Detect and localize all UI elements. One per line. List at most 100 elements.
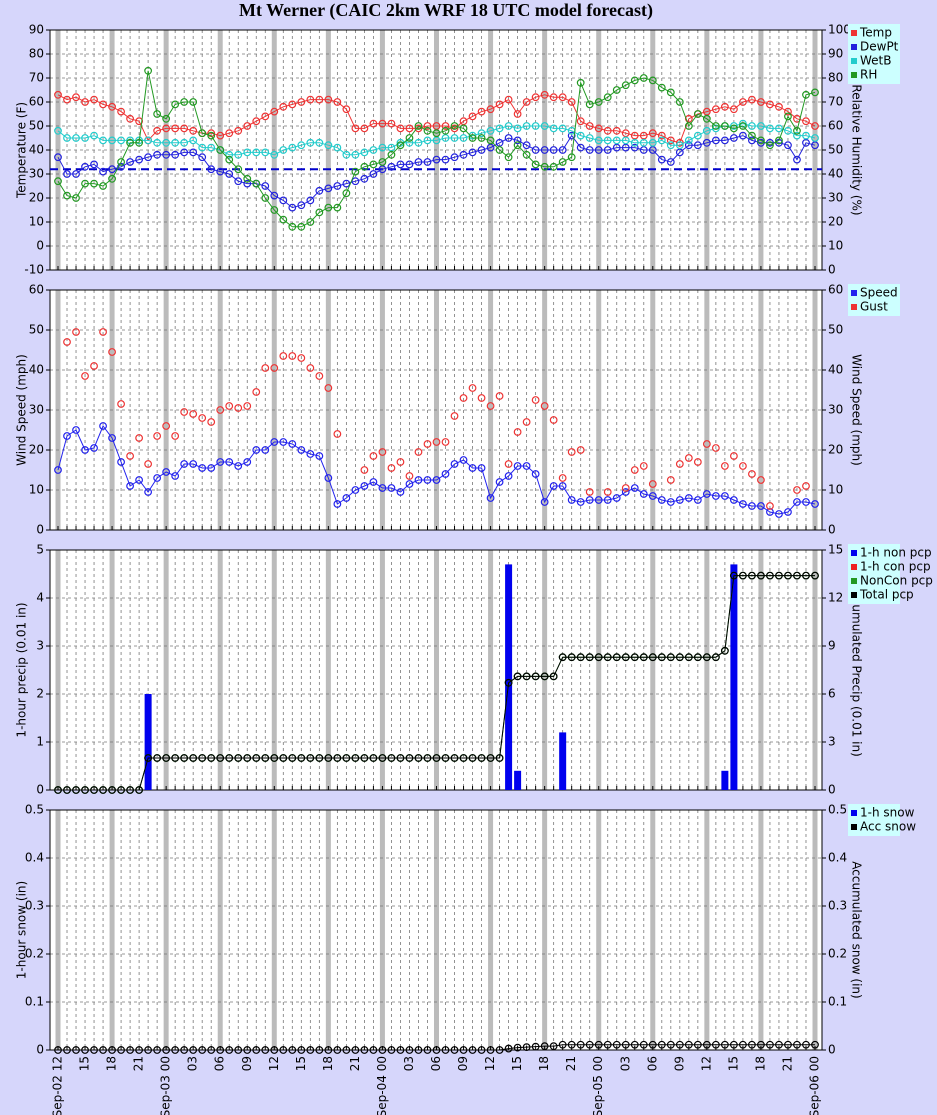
point bbox=[729, 496, 738, 504]
point bbox=[585, 100, 594, 109]
point bbox=[757, 138, 765, 147]
point bbox=[766, 124, 774, 133]
point bbox=[594, 496, 603, 504]
point bbox=[135, 434, 144, 442]
point bbox=[369, 170, 378, 178]
point bbox=[775, 571, 783, 580]
x-tick-label: 15 bbox=[78, 1056, 92, 1071]
point bbox=[189, 1046, 198, 1054]
y2-tick-label: 12 bbox=[828, 591, 843, 605]
point bbox=[630, 138, 639, 147]
point bbox=[423, 136, 432, 145]
point bbox=[216, 146, 225, 154]
point bbox=[766, 571, 774, 580]
legend-label: 1-h snow bbox=[860, 806, 915, 820]
point bbox=[531, 122, 540, 130]
point bbox=[603, 93, 612, 102]
point bbox=[72, 93, 80, 102]
y2-tick-label: 0 bbox=[828, 783, 836, 797]
point bbox=[180, 754, 189, 762]
point bbox=[63, 134, 71, 142]
point bbox=[621, 143, 630, 152]
point bbox=[288, 203, 297, 212]
y2-tick-label: 15 bbox=[828, 543, 843, 557]
point bbox=[324, 1046, 333, 1054]
point bbox=[180, 98, 189, 106]
y-tick-label: 90 bbox=[29, 23, 44, 37]
point bbox=[81, 372, 89, 380]
legend-swatch bbox=[851, 550, 857, 556]
point bbox=[225, 402, 234, 410]
point bbox=[171, 1046, 180, 1054]
point bbox=[135, 136, 144, 145]
point bbox=[748, 571, 756, 580]
point bbox=[486, 1046, 495, 1054]
point bbox=[279, 438, 288, 446]
point bbox=[351, 486, 360, 494]
point bbox=[702, 440, 711, 448]
point bbox=[468, 131, 477, 140]
point bbox=[657, 1040, 666, 1049]
plot-border bbox=[49, 289, 823, 531]
point bbox=[684, 122, 693, 130]
x-tick-label: 06 bbox=[213, 1056, 227, 1071]
point bbox=[423, 158, 432, 166]
series-line bbox=[58, 575, 815, 791]
point bbox=[423, 122, 432, 130]
y2-tick-label: 3 bbox=[828, 735, 836, 749]
point bbox=[270, 1046, 279, 1054]
point bbox=[279, 102, 288, 111]
y-tick-label: 20 bbox=[29, 191, 44, 205]
point bbox=[459, 754, 468, 762]
point bbox=[234, 1046, 243, 1054]
point bbox=[315, 186, 324, 195]
point bbox=[576, 131, 585, 140]
legend-swatch bbox=[851, 564, 857, 570]
legend-box bbox=[848, 804, 900, 836]
point bbox=[342, 1046, 351, 1054]
point bbox=[351, 124, 360, 133]
point bbox=[333, 430, 342, 438]
point bbox=[702, 114, 711, 123]
point bbox=[748, 470, 756, 478]
point bbox=[603, 126, 612, 135]
point bbox=[333, 182, 342, 190]
point bbox=[775, 136, 783, 145]
point bbox=[216, 1046, 225, 1054]
point bbox=[279, 146, 288, 154]
x-tick-label: 15 bbox=[510, 1056, 524, 1071]
point bbox=[117, 458, 125, 466]
point bbox=[540, 1042, 549, 1051]
point bbox=[612, 126, 621, 135]
point bbox=[531, 93, 540, 102]
point bbox=[72, 170, 80, 178]
point bbox=[657, 83, 666, 92]
point bbox=[811, 500, 819, 508]
point bbox=[405, 1046, 414, 1054]
point bbox=[630, 484, 639, 492]
point bbox=[684, 114, 693, 123]
point bbox=[648, 480, 657, 488]
point bbox=[432, 155, 441, 164]
point bbox=[81, 134, 89, 142]
point bbox=[775, 124, 783, 133]
point bbox=[576, 1040, 585, 1049]
point bbox=[306, 364, 315, 372]
point bbox=[459, 117, 468, 126]
point bbox=[189, 754, 198, 762]
point bbox=[513, 462, 522, 470]
point bbox=[225, 458, 234, 466]
point bbox=[99, 167, 107, 176]
point bbox=[234, 404, 243, 412]
point bbox=[567, 98, 576, 106]
point bbox=[603, 496, 612, 504]
point bbox=[135, 476, 144, 484]
point bbox=[396, 141, 405, 150]
y2-tick-label: 20 bbox=[828, 443, 843, 457]
point bbox=[802, 482, 810, 490]
point bbox=[72, 328, 80, 336]
point bbox=[306, 754, 315, 762]
point bbox=[360, 754, 369, 762]
point bbox=[513, 672, 522, 681]
